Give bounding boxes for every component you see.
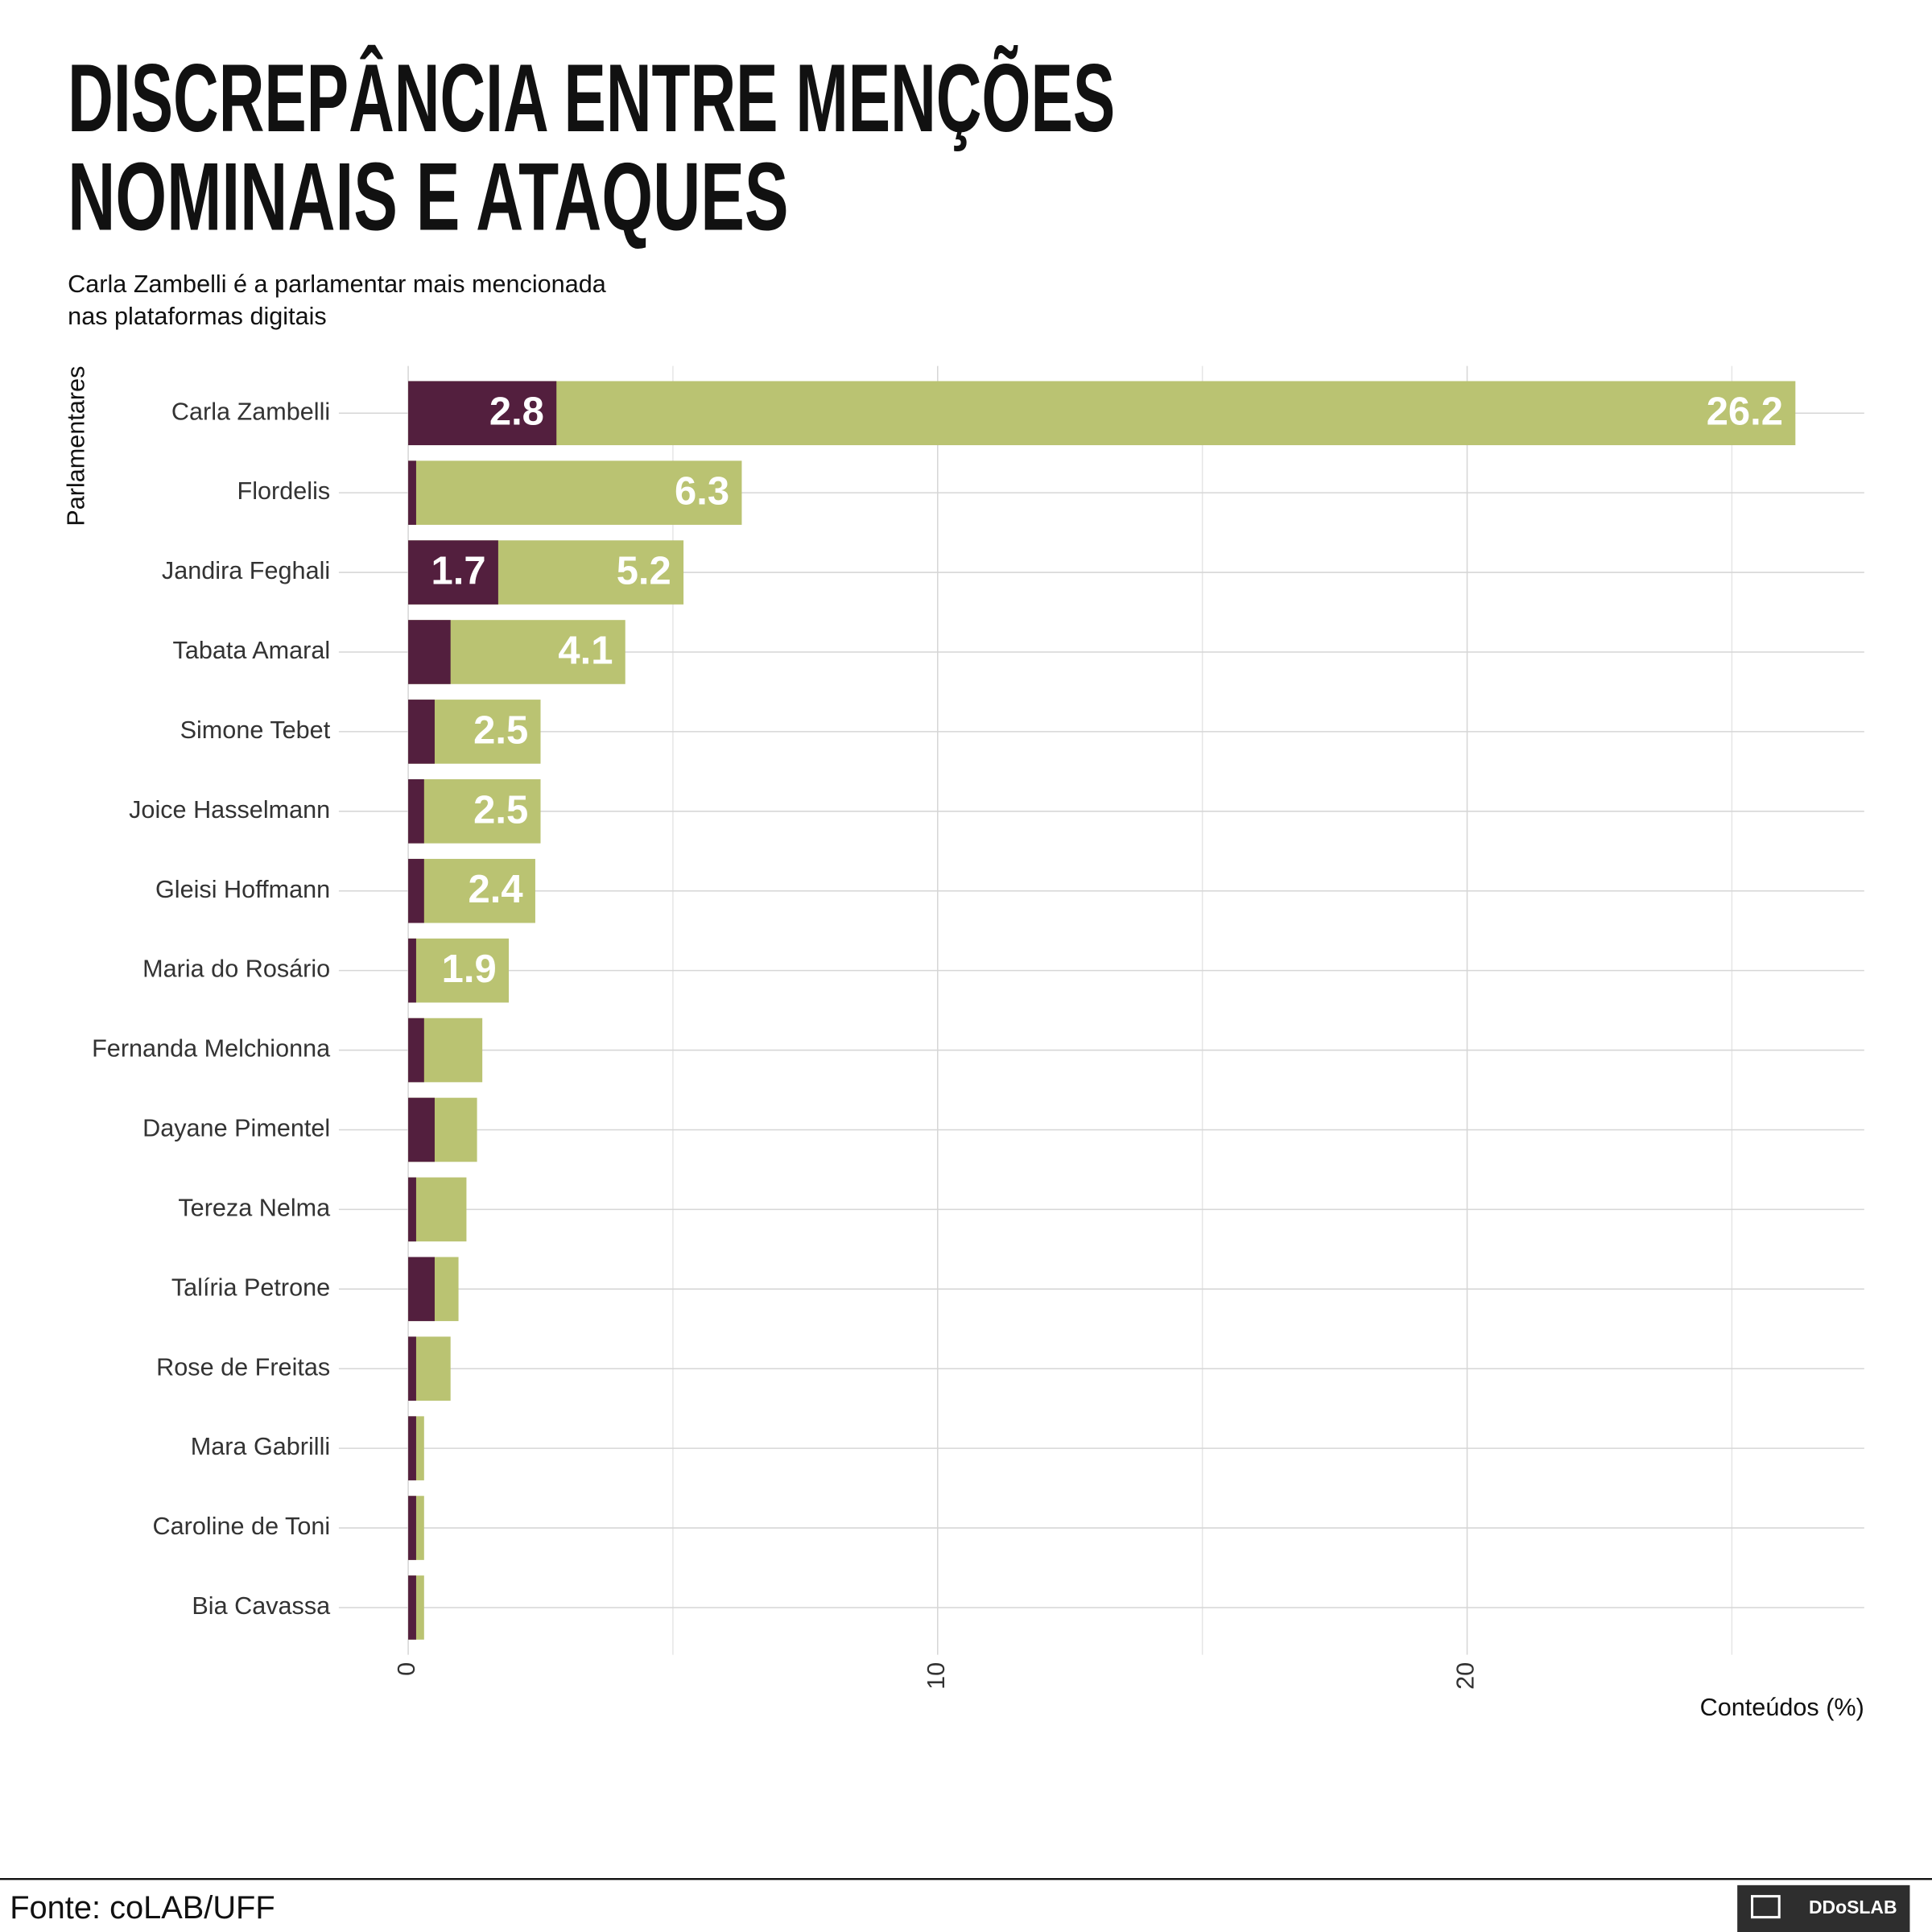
bar	[408, 1257, 435, 1322]
bar	[408, 1097, 435, 1162]
bar	[408, 1575, 416, 1640]
bar	[408, 1416, 416, 1480]
logo-icon	[1751, 1895, 1781, 1919]
source: Fonte: coLAB/UFF	[10, 1890, 275, 1926]
y-tick-label: Bia Cavassa	[192, 1592, 331, 1620]
chart-title: NOMINAIS E ATAQUES	[68, 144, 788, 251]
y-tick-label: Fernanda Melchionna	[92, 1035, 331, 1063]
y-axis-label: Parlamentares	[63, 366, 90, 526]
bar	[408, 460, 416, 525]
y-tick-label: Maria do Rosário	[142, 956, 330, 983]
y-tick-label: Mara Gabrilli	[191, 1433, 331, 1460]
bar	[408, 858, 535, 923]
y-tick-label: Dayane Pimentel	[142, 1115, 330, 1142]
logo-box	[1737, 1885, 1910, 1932]
y-tick-label: Carla Zambelli	[171, 398, 330, 425]
bar	[408, 460, 742, 525]
value-label: 5.2	[617, 550, 671, 593]
value-label: 1.7	[431, 550, 486, 593]
chart-subtitle: Carla Zambelli é a parlamentar mais menc…	[68, 270, 607, 298]
bar	[408, 1336, 416, 1402]
bar	[408, 858, 424, 923]
bar	[408, 779, 541, 844]
bar	[408, 779, 424, 844]
bar	[408, 1496, 416, 1560]
x-axis-label: Conteúdos (%)	[1700, 1694, 1864, 1721]
value-label: 26.2	[1707, 390, 1783, 434]
y-tick-label: Tabata Amaral	[173, 637, 331, 664]
value-label: 2.8	[489, 390, 544, 434]
chart-subtitle: nas plataformas digitais	[68, 303, 327, 330]
bar	[408, 620, 451, 684]
bar	[408, 700, 435, 764]
bar	[408, 938, 416, 1003]
y-tick-label: Gleisi Hoffmann	[155, 876, 330, 903]
bar	[408, 381, 1796, 446]
logo-text: DDoSLAB	[1809, 1897, 1897, 1918]
y-tick-label: Jandira Feghali	[162, 557, 330, 584]
x-tick-label: 20	[1452, 1662, 1480, 1690]
bar	[408, 1018, 424, 1083]
bar	[408, 540, 498, 605]
bar	[408, 1177, 467, 1242]
y-tick-label: Tereza Nelma	[178, 1194, 331, 1221]
y-tick-label: Talíria Petrone	[171, 1274, 330, 1301]
x-tick-label: 10	[923, 1662, 950, 1690]
chart-title: DISCREPÂNCIA ENTRE MENÇÕES	[68, 45, 1115, 152]
x-tick-label: 0	[393, 1662, 420, 1676]
y-tick-label: Caroline de Toni	[153, 1513, 331, 1540]
value-label: 2.5	[473, 708, 528, 752]
value-label: 4.1	[558, 629, 613, 672]
y-tick-label: Rose de Freitas	[156, 1353, 330, 1381]
y-tick-label: Joice Hasselmann	[129, 796, 330, 824]
value-label: 1.9	[442, 947, 497, 991]
plot-area: 0 10 20 Carla Zambelli Flordelis Jandira Fegh…	[92, 365, 1864, 1690]
value-label: 2.5	[473, 788, 528, 832]
bar	[408, 938, 510, 1003]
y-tick-label: Simone Tebet	[180, 716, 331, 744]
bar	[408, 1177, 416, 1242]
bar	[408, 381, 557, 446]
value-label: 6.3	[675, 470, 729, 514]
y-tick-label: Flordelis	[237, 477, 331, 505]
value-label: 2.4	[469, 868, 523, 911]
